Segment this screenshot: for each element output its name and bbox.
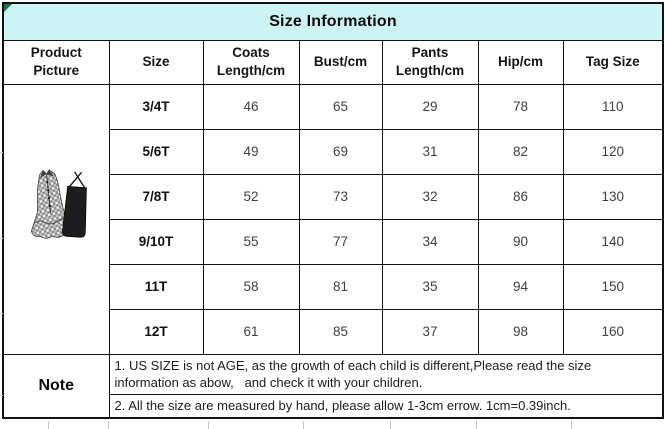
value-cell: 52	[202, 173, 300, 220]
value-cell: 37	[381, 308, 479, 355]
sheet-gridline	[208, 421, 209, 429]
value-cell: 86	[477, 173, 564, 220]
excel-error-triangle-icon	[4, 4, 12, 12]
note-line-1: 1. US SIZE is not AGE, as the growth of …	[108, 353, 664, 396]
size-cell: 9/10T	[108, 218, 204, 265]
col-header-pants-length: Pants Length/cm	[381, 39, 479, 85]
value-cell: 31	[381, 128, 479, 175]
sheet-gridline	[0, 238, 3, 239]
value-cell: 55	[202, 218, 300, 265]
value-cell: 77	[298, 218, 383, 265]
value-cell: 34	[381, 218, 479, 265]
value-cell: 98	[477, 308, 564, 355]
plaid-romper-and-cami-icon	[31, 169, 88, 239]
value-cell: 85	[298, 308, 383, 355]
value-cell: 110	[562, 83, 664, 130]
value-cell: 78	[477, 83, 564, 130]
sheet-gridline	[0, 152, 3, 153]
sheet-gridline	[0, 313, 3, 314]
col-header-tag-size: Tag Size	[562, 39, 664, 85]
size-cell: 5/6T	[108, 128, 204, 175]
sheet-gridline	[571, 421, 572, 429]
sheet-gridline	[0, 395, 3, 396]
value-cell: 46	[202, 83, 300, 130]
value-cell: 65	[298, 83, 383, 130]
plaid-romper-icon	[31, 169, 71, 239]
col-header-coats-length: Coats Length/cm	[202, 39, 300, 85]
value-cell: 61	[202, 308, 300, 355]
value-cell: 49	[202, 128, 300, 175]
col-header-product-picture: Product Picture	[2, 39, 110, 85]
value-cell: 69	[298, 128, 383, 175]
value-cell: 150	[562, 263, 664, 310]
size-cell: 3/4T	[108, 83, 204, 130]
product-photo	[2, 83, 110, 355]
value-cell: 32	[381, 173, 479, 220]
size-cell: 7/8T	[108, 173, 204, 220]
note-label: Note	[2, 353, 110, 419]
value-cell: 160	[562, 308, 664, 355]
value-cell: 130	[562, 173, 664, 220]
value-cell: 120	[562, 128, 664, 175]
page-title: Size Information	[2, 2, 664, 41]
value-cell: 82	[477, 128, 564, 175]
table-row: 11T 58 81 35 94 150	[3, 263, 664, 310]
col-header-bust: Bust/cm	[298, 39, 383, 85]
sheet-gridline	[48, 421, 49, 429]
value-cell: 73	[298, 173, 383, 220]
table-row: 7/8T 52 73 32 86 130	[3, 173, 664, 220]
size-table: Size Information Product Picture Size Co…	[2, 2, 665, 420]
table-row: 9/10T 55 77 34 90 140	[3, 218, 664, 265]
table-row: 5/6T 49 69 31 82 120	[3, 128, 664, 175]
value-cell: 58	[202, 263, 300, 310]
sheet-gridline	[476, 421, 477, 429]
table-row: 12T 61 85 37 98 160	[3, 308, 664, 355]
col-header-size: Size	[108, 39, 204, 85]
value-cell: 90	[477, 218, 564, 265]
size-cell: 12T	[108, 308, 204, 355]
value-cell: 94	[477, 263, 564, 310]
sheet-gridline	[108, 421, 109, 429]
col-header-hip: Hip/cm	[477, 39, 564, 85]
black-cami-icon	[62, 171, 88, 238]
value-cell: 140	[562, 218, 664, 265]
size-cell: 11T	[108, 263, 204, 310]
note-line-2: 2. All the size are measured by hand, pl…	[108, 394, 664, 419]
table-row: 3/4T 46 65 29 78 110	[2, 83, 664, 355]
sheet-gridline	[390, 421, 391, 429]
value-cell: 35	[381, 263, 479, 310]
sheet-gridline	[303, 421, 304, 429]
value-cell: 81	[298, 263, 383, 310]
value-cell: 29	[381, 83, 479, 130]
